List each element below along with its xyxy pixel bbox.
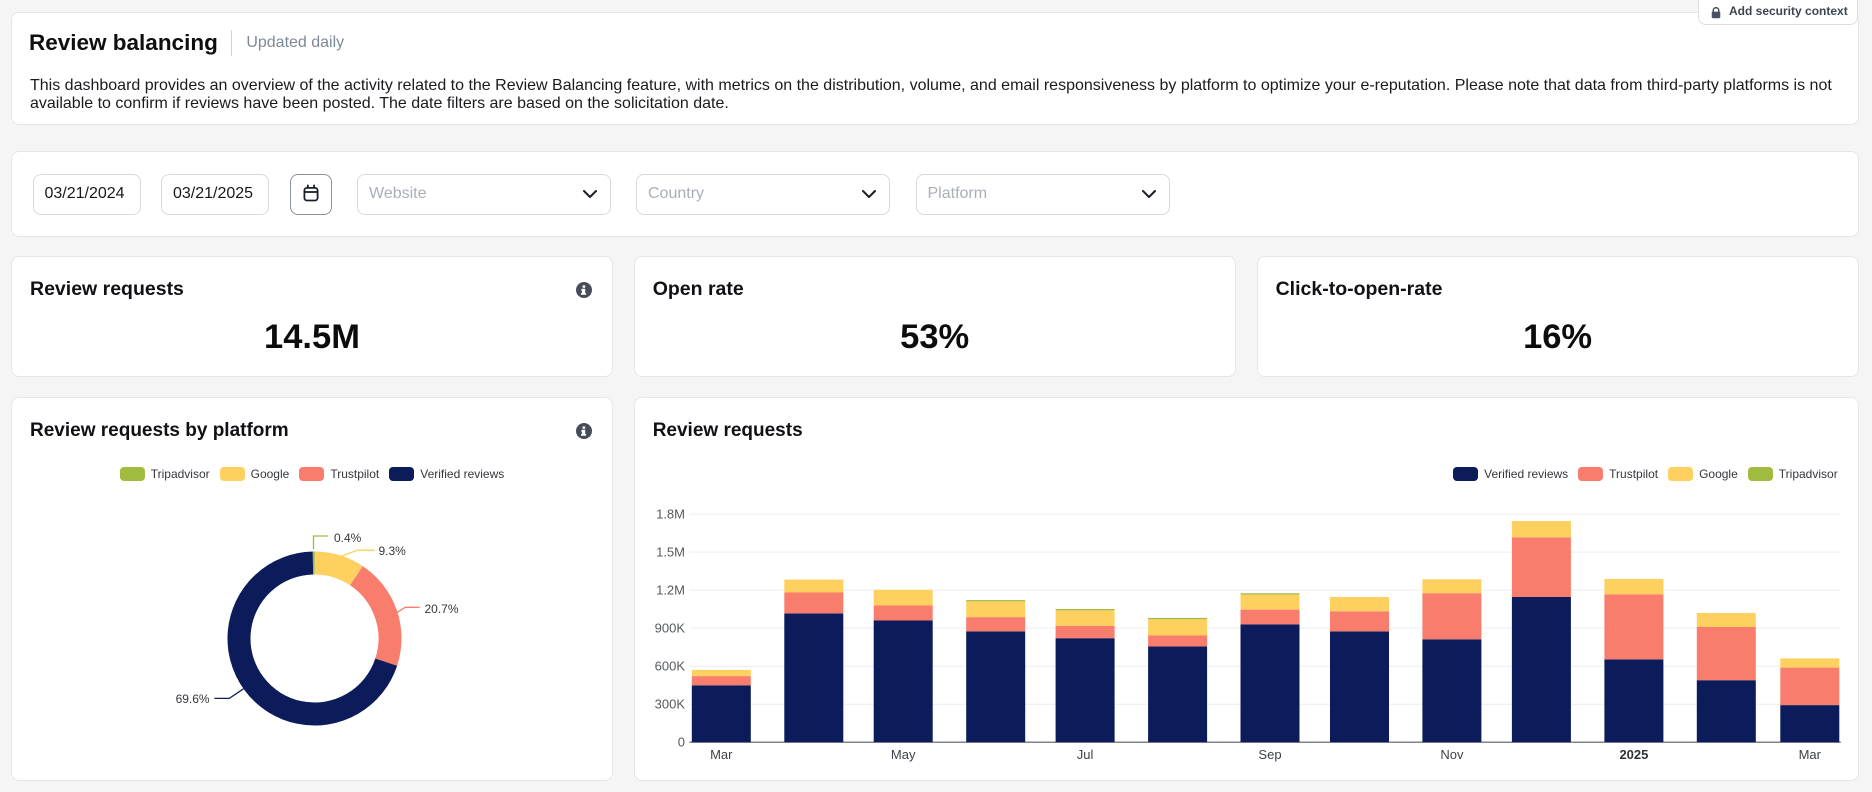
svg-text:600K: 600K xyxy=(654,659,685,674)
svg-text:20.7%: 20.7% xyxy=(425,602,459,616)
svg-text:Mar: Mar xyxy=(710,747,733,762)
svg-text:900K: 900K xyxy=(654,621,685,636)
svg-text:300K: 300K xyxy=(654,697,685,712)
svg-text:Nov: Nov xyxy=(1440,747,1464,762)
svg-text:May: May xyxy=(891,747,916,762)
svg-text:1.2M: 1.2M xyxy=(656,583,685,598)
svg-text:1.5M: 1.5M xyxy=(656,545,685,560)
svg-text:0: 0 xyxy=(677,735,684,750)
svg-text:2025: 2025 xyxy=(1619,747,1648,762)
svg-text:Sep: Sep xyxy=(1258,747,1281,762)
svg-text:0.4%: 0.4% xyxy=(334,531,362,545)
svg-text:1.8M: 1.8M xyxy=(656,507,685,522)
svg-text:Jul: Jul xyxy=(1076,747,1093,762)
svg-text:69.6%: 69.6% xyxy=(176,692,210,706)
svg-text:Mar: Mar xyxy=(1798,747,1821,762)
svg-text:9.3%: 9.3% xyxy=(379,544,407,558)
